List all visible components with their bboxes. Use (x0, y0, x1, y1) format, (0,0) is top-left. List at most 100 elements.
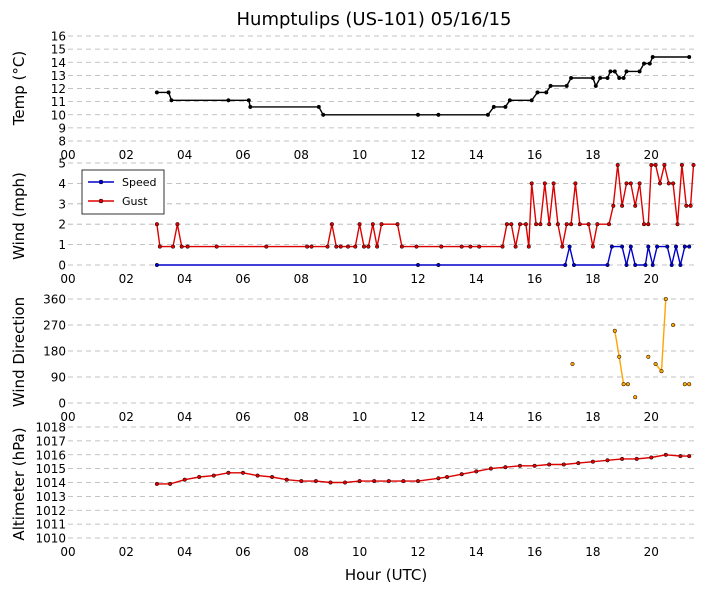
series-1-point (503, 104, 508, 109)
y-tick-label: 4 (58, 177, 66, 191)
gust-point (611, 203, 616, 208)
series-1-point (561, 462, 566, 467)
speed-point (628, 244, 633, 249)
x-tick-label: 12 (410, 148, 425, 162)
gust-point (325, 244, 330, 249)
series-1-point (687, 54, 692, 60)
gust-point (214, 244, 219, 249)
series-1-point (488, 466, 493, 471)
gust-point (395, 222, 400, 227)
speed-point (624, 262, 629, 268)
series-1-point (211, 473, 216, 478)
series-1-point (687, 382, 692, 387)
series-1-point (605, 75, 610, 81)
y-tick-label: 1 (58, 238, 66, 252)
series-1-point (459, 472, 464, 477)
series-1-point (316, 104, 321, 109)
x-tick-label: 18 (585, 410, 600, 424)
gust-point (675, 222, 680, 227)
series-1-point (671, 322, 676, 328)
gust-point (526, 244, 531, 249)
series-1-point (154, 90, 159, 95)
series-1-point (634, 456, 639, 461)
gust-point (560, 244, 565, 249)
y-tick-label: 15 (51, 43, 66, 57)
gust-point (620, 203, 625, 208)
series-1-point (548, 83, 553, 88)
series-1-point (168, 481, 173, 486)
x-tick-label: 20 (644, 148, 659, 162)
gust-point (547, 222, 552, 227)
gust-point (615, 162, 620, 168)
gust-point (657, 181, 663, 186)
series-1-point (226, 470, 231, 475)
gust-point (399, 244, 404, 249)
series-1-point (436, 112, 441, 117)
series-1-line (156, 56, 690, 116)
panel-3: 0 90 180 270 360 00 02 04 06 08 10 12 14 16 18 20 Wind D… (10, 293, 695, 424)
series-1-point (436, 476, 441, 481)
y-tick-label: 1012 (35, 504, 66, 518)
gust-point (361, 244, 367, 249)
y-tick-label: 90 (51, 371, 66, 385)
x-tick-label: 16 (527, 410, 542, 424)
x-tick-label: 08 (294, 410, 309, 424)
series-1-line (156, 454, 690, 485)
gust-point (523, 222, 528, 227)
speed-point (682, 244, 687, 249)
series-1-point (415, 479, 421, 484)
x-tick-label: 10 (352, 545, 367, 559)
y-tick-label: 12 (51, 82, 66, 96)
gust-point (305, 244, 310, 249)
x-tick-label: 14 (469, 545, 484, 559)
series-1-point (687, 454, 692, 459)
series-1-point (653, 361, 658, 367)
series-1-point (544, 90, 549, 95)
y-tick-label: 180 (43, 345, 66, 359)
gust-point (500, 244, 505, 249)
y-tick-label: 3 (58, 197, 66, 211)
gust-point (577, 222, 582, 227)
speed-point (620, 244, 625, 249)
series-1-point (342, 480, 348, 485)
x-tick-label: 02 (119, 272, 134, 286)
series-1-point (529, 98, 534, 103)
series-1-point (270, 474, 275, 480)
series-1-point (564, 83, 569, 88)
gust-point (637, 181, 642, 186)
x-tick-label: 18 (585, 272, 600, 286)
gust-point (569, 222, 574, 227)
series-1-point (485, 112, 490, 117)
speed-point (567, 244, 572, 249)
gust-point (509, 222, 514, 227)
x-tick-label: 02 (119, 410, 134, 424)
gust-point (684, 203, 689, 208)
series-1-point (415, 112, 421, 117)
series-1-point (503, 465, 508, 470)
series-1-point (663, 452, 668, 457)
speed-point (678, 262, 683, 268)
series-1-point (491, 104, 496, 109)
series-1-point (625, 382, 630, 387)
gust-point (653, 162, 658, 168)
gust-point (517, 222, 523, 227)
series-1-point (532, 463, 537, 468)
gust-point (329, 222, 334, 227)
gust-point (691, 162, 696, 168)
series-1-point (299, 479, 304, 484)
series-1-point (255, 473, 260, 478)
legend-box (81, 169, 165, 215)
gust-point (595, 222, 600, 227)
gust-point (671, 181, 676, 186)
series-1-point (678, 454, 683, 459)
gust-point (264, 244, 269, 249)
x-tick-label: 04 (177, 148, 192, 162)
speed-point (633, 262, 638, 268)
legend-marker (98, 179, 104, 185)
y-tick-label: 2 (58, 218, 66, 232)
x-tick-label: 00 (60, 148, 75, 162)
series-1-point (321, 112, 326, 117)
